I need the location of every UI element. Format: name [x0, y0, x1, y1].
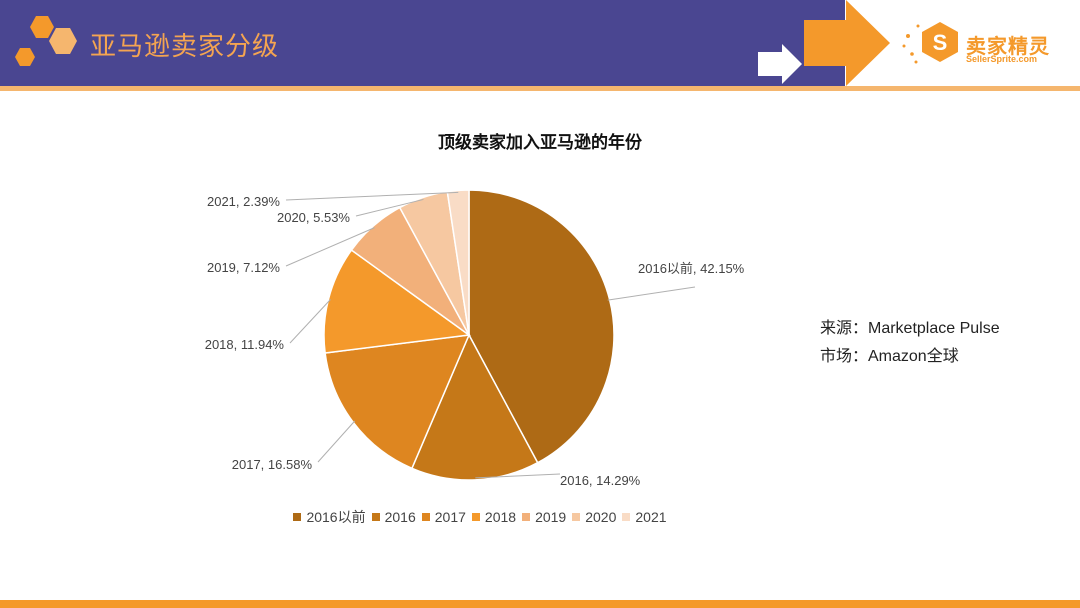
- data-label-2019: 2019, 7.12%: [207, 260, 280, 275]
- brand-site: SellerSprite.com: [966, 54, 1038, 64]
- leader-line-2021: [285, 191, 459, 201]
- legend-label: 2021: [635, 509, 667, 525]
- legend-label: 2020: [585, 509, 617, 525]
- header: 亚马逊卖家分级 S 卖家精灵 SellerSprite.com: [0, 0, 1080, 91]
- legend-item-2017: 2017: [421, 509, 466, 525]
- source-note: 来源：Marketplace Pulse: [820, 320, 1000, 337]
- legend-swatch: [622, 513, 631, 521]
- market-note: 市场：Amazon全球: [820, 348, 959, 365]
- leader-line-2016: [475, 473, 561, 479]
- legend-swatch: [471, 513, 480, 521]
- legend-item-2019: 2019: [522, 509, 566, 525]
- pie-slice-2018: [323, 249, 471, 354]
- data-label-2021: 2021, 2.39%: [207, 194, 280, 209]
- legend-swatch: [371, 513, 380, 521]
- hexagon-logo-icon: [15, 16, 77, 66]
- pie-slice-2021: [446, 189, 470, 336]
- arrow-icon: [758, 0, 890, 86]
- legend-item-2020: 2020: [572, 509, 616, 525]
- legend-swatch: [421, 513, 430, 521]
- legend-swatch: [293, 513, 302, 521]
- chart-title: 顶级卖家加入亚马逊的年份: [438, 133, 642, 152]
- sellersprite-logo-icon: S: [902, 22, 958, 64]
- svg-text:S: S: [933, 30, 948, 55]
- legend-label: 2019: [535, 509, 567, 525]
- legend-label: 2016以前: [306, 509, 366, 525]
- brand-name: 卖家精灵: [966, 36, 1050, 58]
- legend-label: 2017: [434, 509, 466, 525]
- data-label-2018: 2018, 11.94%: [205, 337, 285, 352]
- legend-label: 2018: [484, 509, 517, 525]
- legend-item-2018: 2018: [471, 509, 517, 525]
- legend-label: 2016: [384, 509, 416, 525]
- legend-swatch: [572, 513, 581, 521]
- leader-line-2018: [289, 299, 331, 344]
- legend-item-2016: 2016: [371, 509, 416, 525]
- legend-item-2016以前: 2016以前: [293, 507, 366, 527]
- leader-line-2017: [317, 420, 356, 463]
- leader-line-2016以前: [607, 286, 696, 301]
- data-label-2020: 2020, 5.53%: [277, 210, 350, 225]
- leader-line-2019: [285, 227, 375, 267]
- legend-item-2021: 2021: [622, 509, 667, 525]
- data-label-2016: 2016, 14.29%: [560, 473, 641, 488]
- leader-line-2020: [355, 198, 424, 217]
- page-title: 亚马逊卖家分级: [90, 31, 280, 61]
- pie-slice-2016: [410, 333, 539, 481]
- footer-bar: [0, 600, 1080, 608]
- legend-swatch: [522, 513, 531, 521]
- header-divider: [0, 86, 1080, 91]
- data-label-2017: 2017, 16.58%: [232, 457, 313, 472]
- chart-legend: 2016以前 2016 2017 2018 2019 2020 2021: [0, 507, 960, 527]
- header-band: [0, 0, 845, 86]
- data-label-2016以前: 2016以前, 42.15%: [638, 261, 745, 276]
